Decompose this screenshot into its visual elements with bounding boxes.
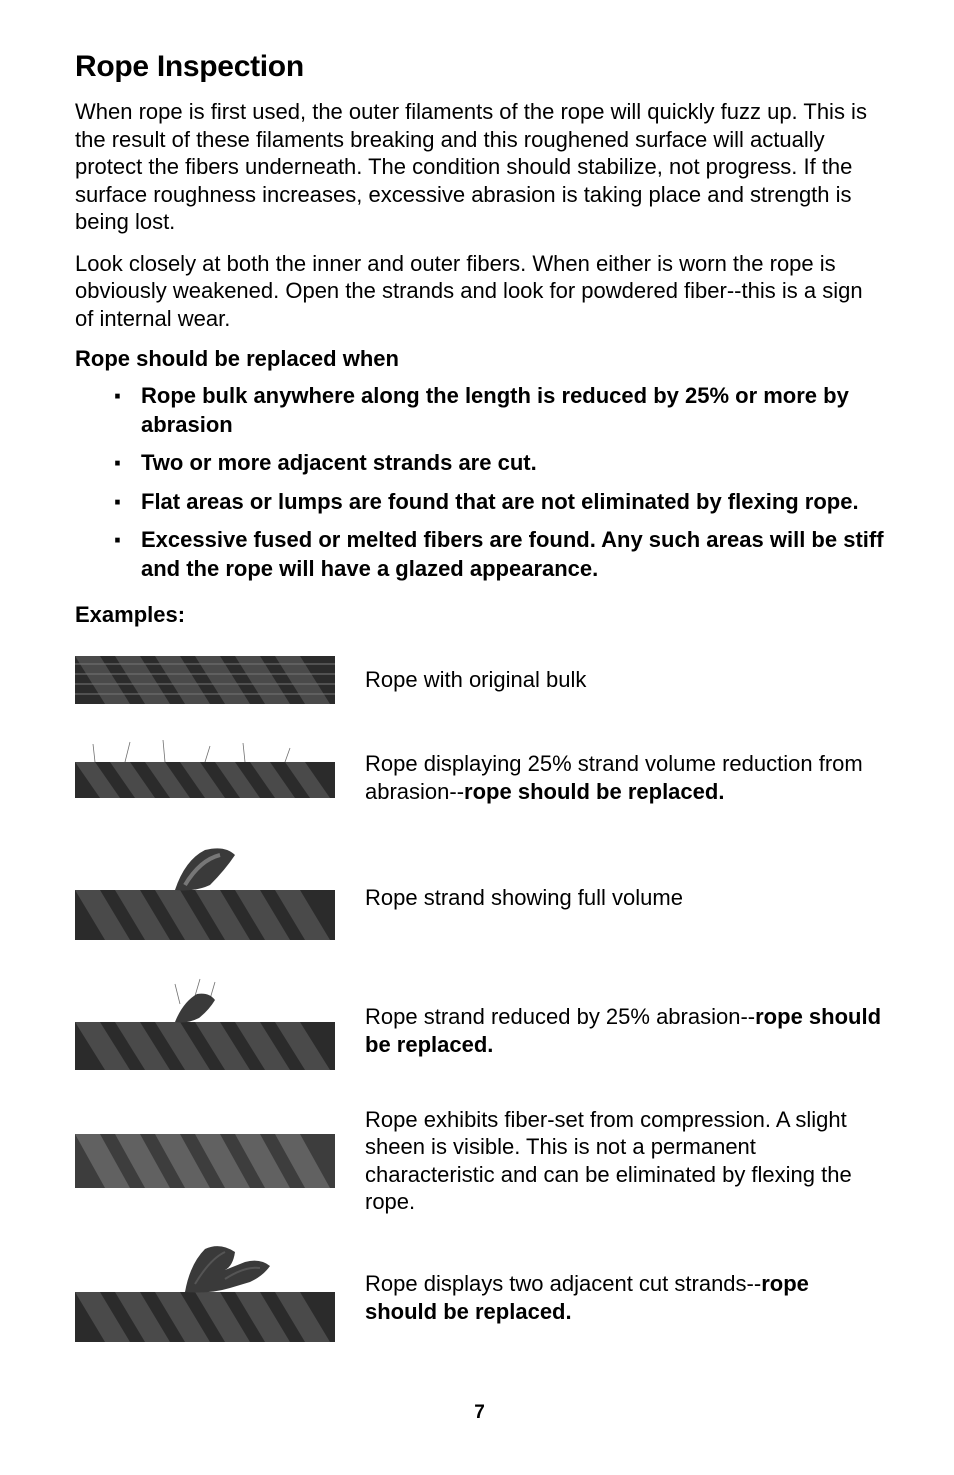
replace-bullet: Two or more adjacent strands are cut. (113, 449, 884, 478)
replace-bullet: Excessive fused or melted fibers are fou… (113, 526, 884, 583)
example-row: Rope displays two adjacent cut strands--… (75, 1234, 884, 1362)
example-row: Rope exhibits fiber-set from compression… (75, 1106, 884, 1216)
example-row: Rope strand showing full volume (75, 840, 884, 956)
example-bold: rope should be replaced. (464, 779, 724, 804)
replace-list: Rope bulk anywhere along the length is r… (75, 382, 884, 584)
example-text: Rope with original bulk (365, 667, 586, 692)
replace-bullet: Flat areas or lumps are found that are n… (113, 488, 884, 517)
rope-strand-25pct-abrasion-image (75, 974, 335, 1088)
example-row: Rope with original bulk (75, 644, 884, 716)
replace-bullet: Rope bulk anywhere along the length is r… (113, 382, 884, 439)
example-text: Rope strand reduced by 25% abrasion-- (365, 1004, 755, 1029)
rope-25pct-reduced-image (75, 734, 335, 822)
example-text: Rope strand showing full volume (365, 885, 683, 910)
example-caption: Rope strand showing full volume (365, 884, 683, 912)
intro-paragraph-2: Look closely at both the inner and outer… (75, 250, 884, 333)
example-row: Rope displaying 25% strand volume reduct… (75, 734, 884, 822)
example-caption: Rope exhibits fiber-set from compression… (365, 1106, 884, 1216)
rope-fiber-set-compression-image (75, 1116, 335, 1206)
page-title: Rope Inspection (75, 50, 884, 84)
examples-heading: Examples: (75, 602, 884, 628)
example-text: Rope exhibits fiber-set from compression… (365, 1107, 852, 1215)
intro-paragraph-1: When rope is first used, the outer filam… (75, 98, 884, 236)
example-caption: Rope displaying 25% strand volume reduct… (365, 750, 884, 805)
example-text: Rope displays two adjacent cut strands-- (365, 1271, 761, 1296)
page-number: 7 (75, 1402, 884, 1424)
examples-container: Rope with original bulk (75, 644, 884, 1362)
rope-cut-strands-image (75, 1234, 335, 1362)
rope-original-bulk-image (75, 644, 335, 716)
example-caption: Rope displays two adjacent cut strands--… (365, 1270, 884, 1325)
example-row: Rope strand reduced by 25% abrasion--rop… (75, 974, 884, 1088)
rope-full-volume-strand-image (75, 840, 335, 956)
replace-heading: Rope should be replaced when (75, 346, 884, 372)
page-container: Rope Inspection When rope is first used,… (0, 0, 954, 1464)
example-caption: Rope with original bulk (365, 666, 586, 694)
example-caption: Rope strand reduced by 25% abrasion--rop… (365, 1003, 884, 1058)
